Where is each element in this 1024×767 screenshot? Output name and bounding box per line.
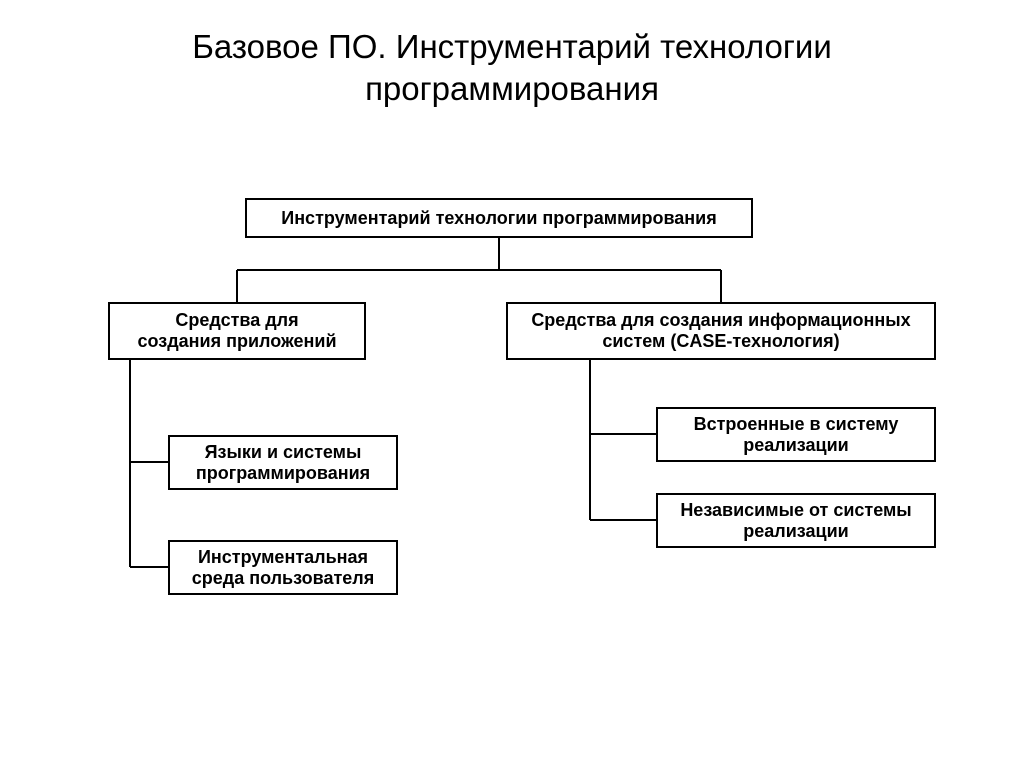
node-root-label: Инструментарий технологии программирован… xyxy=(281,208,717,229)
node-left-label: Средства длясоздания приложений xyxy=(137,310,336,351)
node-l2: Инструментальнаясреда пользователя xyxy=(168,540,398,595)
diagram-canvas: Базовое ПО. Инструментарий технологии пр… xyxy=(0,0,1024,767)
page-title-line2: программирования xyxy=(0,70,1024,108)
node-right: Средства для создания информационныхсист… xyxy=(506,302,936,360)
node-l1-label: Языки и системыпрограммирования xyxy=(196,442,370,483)
node-r2: Независимые от системыреализации xyxy=(656,493,936,548)
node-r1: Встроенные в системуреализации xyxy=(656,407,936,462)
node-right-label: Средства для создания информационныхсист… xyxy=(531,310,910,351)
node-l2-label: Инструментальнаясреда пользователя xyxy=(192,547,374,588)
node-r1-label: Встроенные в системуреализации xyxy=(694,414,899,455)
node-l1: Языки и системыпрограммирования xyxy=(168,435,398,490)
page-title-line1: Базовое ПО. Инструментарий технологии xyxy=(0,28,1024,66)
node-root: Инструментарий технологии программирован… xyxy=(245,198,753,238)
connector-lines xyxy=(0,0,1024,767)
node-left: Средства длясоздания приложений xyxy=(108,302,366,360)
node-r2-label: Независимые от системыреализации xyxy=(680,500,911,541)
